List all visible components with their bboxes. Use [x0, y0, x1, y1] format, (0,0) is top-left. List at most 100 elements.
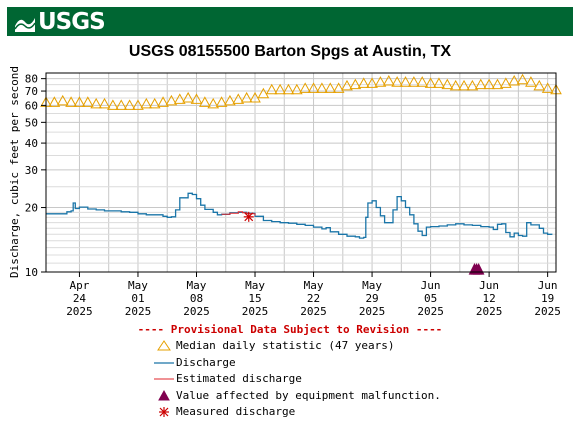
y-tick-label: 40: [25, 137, 38, 150]
legend-item-median: Median daily statistic (47 years): [154, 338, 395, 353]
median-point: [408, 76, 420, 87]
median-point: [516, 73, 529, 85]
median-point: [508, 74, 521, 86]
x-tick-label: 2025: [300, 305, 327, 318]
median-point: [491, 78, 504, 90]
median-point: [324, 82, 337, 93]
x-tick-label: May: [187, 279, 207, 292]
provisional-notice: ---- Provisional Data Subject to Revisio…: [137, 323, 443, 336]
x-tick-label: 2025: [66, 305, 93, 318]
x-tick-label: 2025: [476, 305, 503, 318]
median-point: [332, 82, 345, 93]
legend-item-malfunction: Value affected by equipment malfunction.: [154, 388, 441, 403]
y-tick-label: 60: [25, 99, 38, 112]
median-point: [449, 79, 462, 91]
legend-item-discharge: Discharge: [154, 355, 236, 370]
median-point: [357, 77, 370, 88]
legend-symbol-discharge: [154, 361, 174, 364]
x-tick-label: 12: [482, 292, 495, 305]
x-tick-label: Apr: [70, 279, 90, 292]
median-point: [366, 77, 378, 88]
median-point: [224, 94, 236, 106]
median-point: [391, 76, 403, 87]
y-tick-label: 20: [25, 202, 38, 215]
x-tick-label: 19: [541, 292, 554, 305]
median-point: [257, 87, 270, 99]
median-point: [148, 97, 161, 109]
median-point: [474, 78, 487, 90]
median-point: [73, 96, 86, 107]
median-point: [441, 78, 454, 90]
median-point: [499, 77, 512, 88]
median-point: [424, 77, 437, 88]
median-point: [215, 96, 228, 107]
legend-item-measured: Measured discharge: [154, 404, 295, 419]
median-point: [56, 94, 69, 106]
x-tick-label: Jun: [421, 279, 441, 292]
x-tick-label: 2025: [183, 305, 210, 318]
median-point: [533, 79, 546, 91]
y-tick-label: 50: [25, 116, 38, 129]
median-point: [165, 94, 178, 106]
median-point: [466, 79, 479, 91]
median-point: [240, 91, 253, 103]
median-point: [232, 93, 245, 104]
y-tick-label: 80: [25, 73, 38, 86]
median-point: [433, 77, 445, 88]
x-tick-label: 2025: [125, 305, 152, 318]
x-tick-label: 29: [365, 292, 378, 305]
usgs-logo: USGS: [15, 7, 106, 36]
median-point: [173, 93, 186, 104]
y-axis-label: Discharge, cubic feet per second: [8, 66, 21, 278]
median-point: [416, 76, 429, 87]
chart-title: USGS 08155500 Barton Spgs at Austin, TX: [128, 43, 452, 60]
median-point: [107, 99, 119, 110]
x-tick-label: 24: [73, 292, 87, 305]
grid-layer: [46, 73, 556, 273]
median-point: [140, 97, 153, 109]
plot-frame: [45, 72, 557, 273]
median-point: [265, 83, 278, 95]
legend-malfunction-triangle: [158, 389, 170, 400]
median-point: [290, 83, 303, 95]
median-point: [182, 91, 194, 103]
estimated-discharge-line: [221, 211, 256, 216]
median-point: [90, 97, 103, 109]
median-point: [115, 99, 128, 110]
median-point: [483, 78, 495, 90]
median-point: [274, 83, 286, 95]
x-tick-label: May: [245, 279, 265, 292]
median-point: [458, 79, 470, 91]
median-point: [98, 97, 111, 109]
legend-symbol-malfunction: [158, 389, 170, 400]
median-point: [541, 82, 554, 93]
legend-item-estimated: Estimated discharge: [154, 371, 302, 386]
x-tick-label: May: [362, 279, 382, 292]
median-point: [81, 96, 94, 107]
measured-discharge-point: [243, 211, 254, 222]
median-point: [207, 97, 220, 109]
legend-symbol-measured: [159, 407, 169, 417]
legend-label: Estimated discharge: [176, 372, 302, 385]
median-point: [123, 99, 136, 110]
median-point: [299, 82, 312, 93]
discharge-line: [46, 192, 553, 239]
x-tick-label: May: [128, 279, 148, 292]
median-point: [157, 96, 169, 107]
x-tick-label: 05: [424, 292, 437, 305]
x-tick-label: 22: [307, 292, 320, 305]
legend-symbol-estimated: [154, 378, 174, 380]
x-tick-label: Jun: [538, 279, 558, 292]
x-tick-label: 15: [248, 292, 261, 305]
median-point: [249, 91, 261, 103]
usgs-wave-icon: [15, 17, 35, 32]
x-tick-label: 01: [131, 292, 144, 305]
median-point: [48, 96, 61, 107]
axis-layer: Apr242025May012025May082025May152025May2…: [25, 73, 561, 318]
x-tick-label: Jun: [479, 279, 499, 292]
y-tick-label: 10: [25, 266, 38, 279]
median-point: [199, 96, 211, 107]
legend-median-triangle: [157, 340, 171, 351]
median-point: [316, 82, 328, 93]
